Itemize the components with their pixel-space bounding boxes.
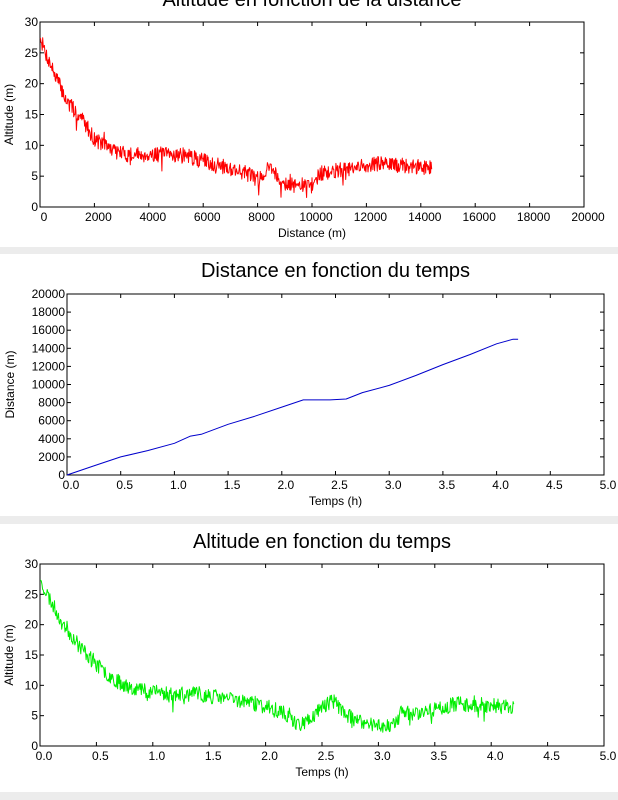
y-tick-label: 15	[25, 648, 39, 662]
x-axis-label: Temps (h)	[309, 494, 362, 508]
x-tick-label: 16000	[463, 210, 497, 224]
y-tick-label: 10000	[32, 378, 66, 392]
x-tick-label: 12000	[354, 210, 388, 224]
x-tick-label: 0.0	[36, 749, 53, 763]
x-tick-label: 2.5	[331, 478, 348, 492]
x-axis-label: Distance (m)	[278, 226, 346, 240]
y-tick-label: 18000	[32, 305, 66, 319]
x-tick-label: 2.0	[261, 749, 278, 763]
x-tick-label: 5.0	[600, 478, 617, 492]
y-tick-label: 10	[25, 678, 39, 692]
x-tick-label: 3.0	[385, 478, 402, 492]
y-tick-label: 0	[58, 468, 65, 482]
x-tick-label: 4000	[139, 210, 166, 224]
x-tick-label: 1.0	[170, 478, 187, 492]
y-tick-label: 8000	[38, 396, 65, 410]
x-tick-label: 0	[41, 210, 48, 224]
y-tick-label: 4000	[38, 432, 65, 446]
y-tick-label: 14000	[32, 341, 66, 355]
y-tick-label: 5	[31, 169, 38, 183]
y-tick-label: 5	[31, 709, 38, 723]
x-tick-label: 0.5	[116, 478, 133, 492]
y-tick-label: 0	[31, 200, 38, 214]
altitude-time-chart: Altitude en fonction du temps 0.0 0.5 1.0 1.…	[0, 524, 618, 792]
x-tick-label: 1.5	[224, 478, 241, 492]
chart-title: Distance en fonction du temps	[201, 260, 470, 282]
x-tick-label: 14000	[408, 210, 442, 224]
x-tick-label: 20000	[571, 210, 605, 224]
x-tick-label: 8000	[248, 210, 275, 224]
x-tick-label: 2000	[85, 210, 112, 224]
x-tick-label: 4.0	[492, 478, 509, 492]
y-tick-label: 0	[31, 739, 38, 753]
y-tick-label: 20000	[32, 287, 66, 301]
chart-title: Altitude en fonction de la distance	[162, 0, 461, 11]
altitude-time-panel: Altitude en fonction du temps 0.0 0.5 1.0 1.…	[0, 524, 618, 792]
plot-frame	[40, 564, 604, 746]
x-tick-label: 4.5	[543, 749, 560, 763]
x-tick-label: 0.5	[92, 749, 109, 763]
y-axis-label: Altitude (m)	[2, 84, 16, 145]
x-tick-label: 3.5	[430, 749, 447, 763]
y-tick-label: 30	[25, 15, 39, 29]
x-tick-label: 10000	[299, 210, 333, 224]
y-tick-label: 12000	[32, 359, 66, 373]
altitude-distance-chart: Altitude en fonction de la distance 0 2000…	[0, 0, 618, 247]
x-tick-label: 5.0	[600, 749, 617, 763]
plot-frame	[67, 294, 604, 475]
y-tick-label: 20	[25, 618, 39, 632]
distance-time-chart: Distance en fonction du temps 0.0 0.5 1.0 1.…	[0, 254, 618, 516]
x-tick-label: 2.5	[318, 749, 335, 763]
y-tick-label: 20	[25, 77, 39, 91]
altitude-distance-panel: Altitude en fonction de la distance 0 2000…	[0, 0, 618, 247]
distance-time-panel: Distance en fonction du temps 0.0 0.5 1.0 1.…	[0, 254, 618, 516]
y-tick-label: 10	[25, 138, 39, 152]
x-tick-label: 0.0	[63, 478, 80, 492]
x-tick-label: 3.0	[374, 749, 391, 763]
y-tick-label: 2000	[38, 450, 65, 464]
x-tick-label: 4.5	[546, 478, 563, 492]
y-tick-label: 6000	[38, 414, 65, 428]
x-tick-label: 4.0	[487, 749, 504, 763]
y-tick-label: 25	[25, 46, 39, 60]
y-tick-label: 16000	[32, 323, 66, 337]
y-tick-label: 30	[25, 557, 39, 571]
x-tick-label: 1.0	[148, 749, 165, 763]
chart-title: Altitude en fonction du temps	[193, 531, 451, 553]
y-axis-label: Distance (m)	[3, 350, 17, 418]
y-tick-label: 15	[25, 108, 39, 122]
x-tick-label: 18000	[517, 210, 551, 224]
y-tick-label: 25	[25, 587, 39, 601]
x-tick-label: 1.5	[205, 749, 222, 763]
x-tick-label: 6000	[194, 210, 221, 224]
y-axis-label: Altitude (m)	[2, 624, 16, 685]
x-axis-label: Temps (h)	[295, 765, 348, 779]
x-tick-label: 3.5	[439, 478, 456, 492]
x-tick-label: 2.0	[277, 478, 294, 492]
